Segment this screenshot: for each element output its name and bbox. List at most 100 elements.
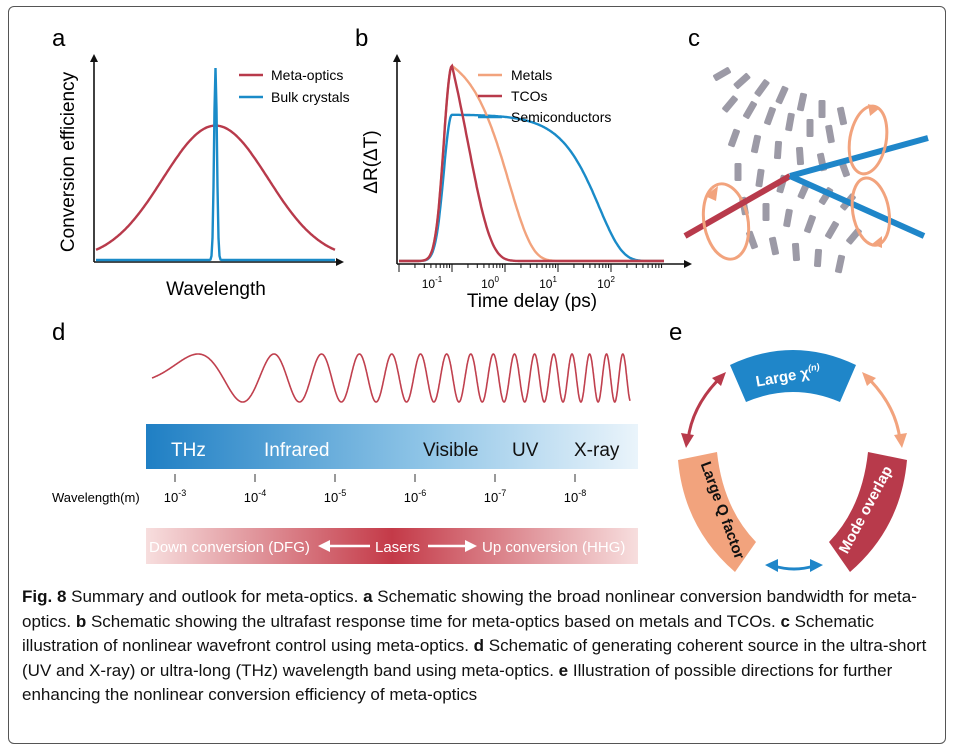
figure-canvas: a b c d e Conversion efficiency Waveleng… bbox=[52, 25, 929, 572]
panel-a-ylabel: Conversion efficiency bbox=[58, 71, 79, 252]
vortex-arrow-upper bbox=[868, 104, 880, 116]
caption-label-a: a bbox=[363, 587, 373, 606]
series-line-meta-optics bbox=[95, 124, 336, 251]
legend-label-semiconductors: Semiconductors bbox=[511, 109, 611, 125]
caption-text-a: Schematic showing the broad nonlinear co… bbox=[22, 587, 917, 631]
wavelength-tick-6: 10-8 bbox=[564, 488, 586, 505]
arrowhead-down-conversion bbox=[318, 540, 330, 552]
arrowhead-chi-right-end bbox=[862, 372, 876, 386]
band-label-uv: UV bbox=[512, 440, 539, 461]
wavelength-tick-1: 10-3 bbox=[164, 488, 186, 505]
arrowhead-mode-end bbox=[894, 433, 907, 448]
meta-pillar bbox=[836, 106, 848, 126]
caption-text-b: Schematic showing the ultrafast response… bbox=[86, 611, 781, 631]
wavelength-tick-3: 10-5 bbox=[324, 488, 346, 505]
vortex-arrow-left bbox=[705, 186, 718, 201]
panel-d-spectrum: THz Infrared Visible UV X-ray Wavelength… bbox=[52, 353, 638, 564]
metasurface-pillars bbox=[713, 67, 862, 274]
conversion-bar bbox=[146, 528, 638, 564]
band-label-infrared: Infrared bbox=[264, 440, 329, 461]
meta-pillar bbox=[825, 221, 839, 239]
wavelength-tick-2: 10-4 bbox=[244, 488, 266, 505]
meta-pillar bbox=[733, 72, 751, 90]
meta-pillar bbox=[750, 134, 762, 154]
wavelength-axis-label: Wavelength(m) bbox=[52, 490, 140, 505]
panel-label-e: e bbox=[669, 319, 682, 346]
meta-pillar bbox=[734, 163, 742, 181]
segment-large-q-factor bbox=[678, 452, 756, 572]
meta-pillar bbox=[764, 106, 776, 126]
vortex-ring-lower bbox=[850, 176, 891, 247]
arrowhead-q-end bbox=[681, 433, 694, 448]
panel-label-c: c bbox=[688, 25, 700, 52]
caption-title: Summary and outlook for meta-optics. bbox=[66, 587, 364, 606]
arrowhead-bottom-right bbox=[810, 559, 823, 572]
caption-label-d: d bbox=[473, 636, 485, 655]
panel-label-d: d bbox=[52, 319, 65, 346]
series-line-bulk-crystals bbox=[96, 67, 335, 262]
arrowhead-bottom-left bbox=[765, 559, 778, 572]
band-label-thz: THz bbox=[171, 440, 206, 461]
meta-pillar bbox=[804, 214, 816, 234]
panel-label-b: b bbox=[355, 25, 368, 52]
figure-caption: Fig. 8 Summary and outlook for meta-opti… bbox=[22, 585, 927, 708]
chirped-wave bbox=[151, 353, 631, 403]
panel-b-tick-1: 10-1 bbox=[422, 275, 443, 291]
arrowhead-up-conversion bbox=[465, 540, 477, 552]
meta-pillar bbox=[768, 236, 780, 256]
segment-large-chi bbox=[730, 350, 856, 402]
panel-b-xlabel: Time delay (ps) bbox=[467, 291, 597, 312]
meta-pillar bbox=[755, 168, 765, 188]
meta-pillar bbox=[795, 146, 805, 166]
meta-pillar bbox=[722, 95, 738, 113]
legend-label-meta-optics: Meta-optics bbox=[271, 67, 343, 83]
spectrum-band-bar bbox=[146, 424, 638, 469]
arrow-chi-to-mode bbox=[866, 376, 902, 441]
vortex-ring-left-front bbox=[701, 186, 742, 261]
panel-b-tick-2: 100 bbox=[481, 275, 499, 291]
vortex-arrow-lower bbox=[872, 236, 882, 248]
meta-pillar bbox=[806, 119, 814, 137]
meta-pillar bbox=[743, 101, 757, 119]
meta-pillar bbox=[713, 67, 731, 81]
caption-label-b: b bbox=[75, 611, 87, 631]
panel-b-ylabel: ΔR(ΔT) bbox=[361, 130, 382, 193]
meta-pillar bbox=[783, 208, 793, 228]
caption-label-c: c bbox=[780, 611, 790, 631]
panel-label-a: a bbox=[52, 25, 66, 52]
caption-text-e: Illustration of possible directions for … bbox=[22, 660, 893, 705]
panel-b-tick-3: 101 bbox=[539, 275, 557, 291]
band-label-xray: X-ray bbox=[574, 440, 620, 461]
caption-text-d: Schematic of generating coherent source … bbox=[22, 636, 927, 680]
legend-label-tcos: TCOs bbox=[511, 88, 548, 104]
panel-c-illustration bbox=[683, 67, 929, 274]
up-conversion-label: Up conversion (HHG) bbox=[482, 539, 625, 556]
vortex-ring-upper bbox=[847, 104, 889, 176]
panel-b-minor-ticks bbox=[398, 264, 663, 272]
meta-pillar bbox=[775, 85, 789, 105]
meta-pillar bbox=[813, 248, 823, 268]
meta-pillar bbox=[754, 79, 770, 97]
panel-a-chart: Conversion efficiency Wavelength Meta-op… bbox=[58, 54, 350, 300]
legend-label-metals: Metals bbox=[511, 67, 552, 83]
caption-label-e: e bbox=[558, 660, 569, 680]
arrow-chi-to-q bbox=[686, 376, 722, 441]
segment-mode-overlap bbox=[829, 452, 907, 572]
meta-pillar bbox=[818, 100, 826, 118]
arrow-q-to-mode bbox=[773, 564, 815, 571]
incident-beam bbox=[683, 173, 792, 239]
legend-label-bulk-crystals: Bulk crystals bbox=[271, 89, 350, 105]
meta-pillar bbox=[834, 254, 846, 274]
transmitted-beam-upper bbox=[789, 135, 929, 179]
meta-pillar bbox=[791, 242, 801, 262]
series-line-tcos bbox=[399, 63, 664, 263]
meta-pillar bbox=[728, 128, 740, 148]
panel-a-xlabel: Wavelength bbox=[166, 279, 266, 300]
meta-pillar bbox=[785, 112, 795, 132]
panel-b-tick-4: 102 bbox=[597, 275, 615, 291]
meta-pillar bbox=[773, 140, 783, 160]
band-label-visible: Visible bbox=[423, 440, 479, 461]
figure-frame bbox=[8, 6, 946, 744]
caption-fig-number: Fig. 8 bbox=[22, 587, 67, 606]
panel-b-chart: 10-1 100 101 102 ΔR(ΔT) Time delay (ps) … bbox=[361, 54, 692, 312]
